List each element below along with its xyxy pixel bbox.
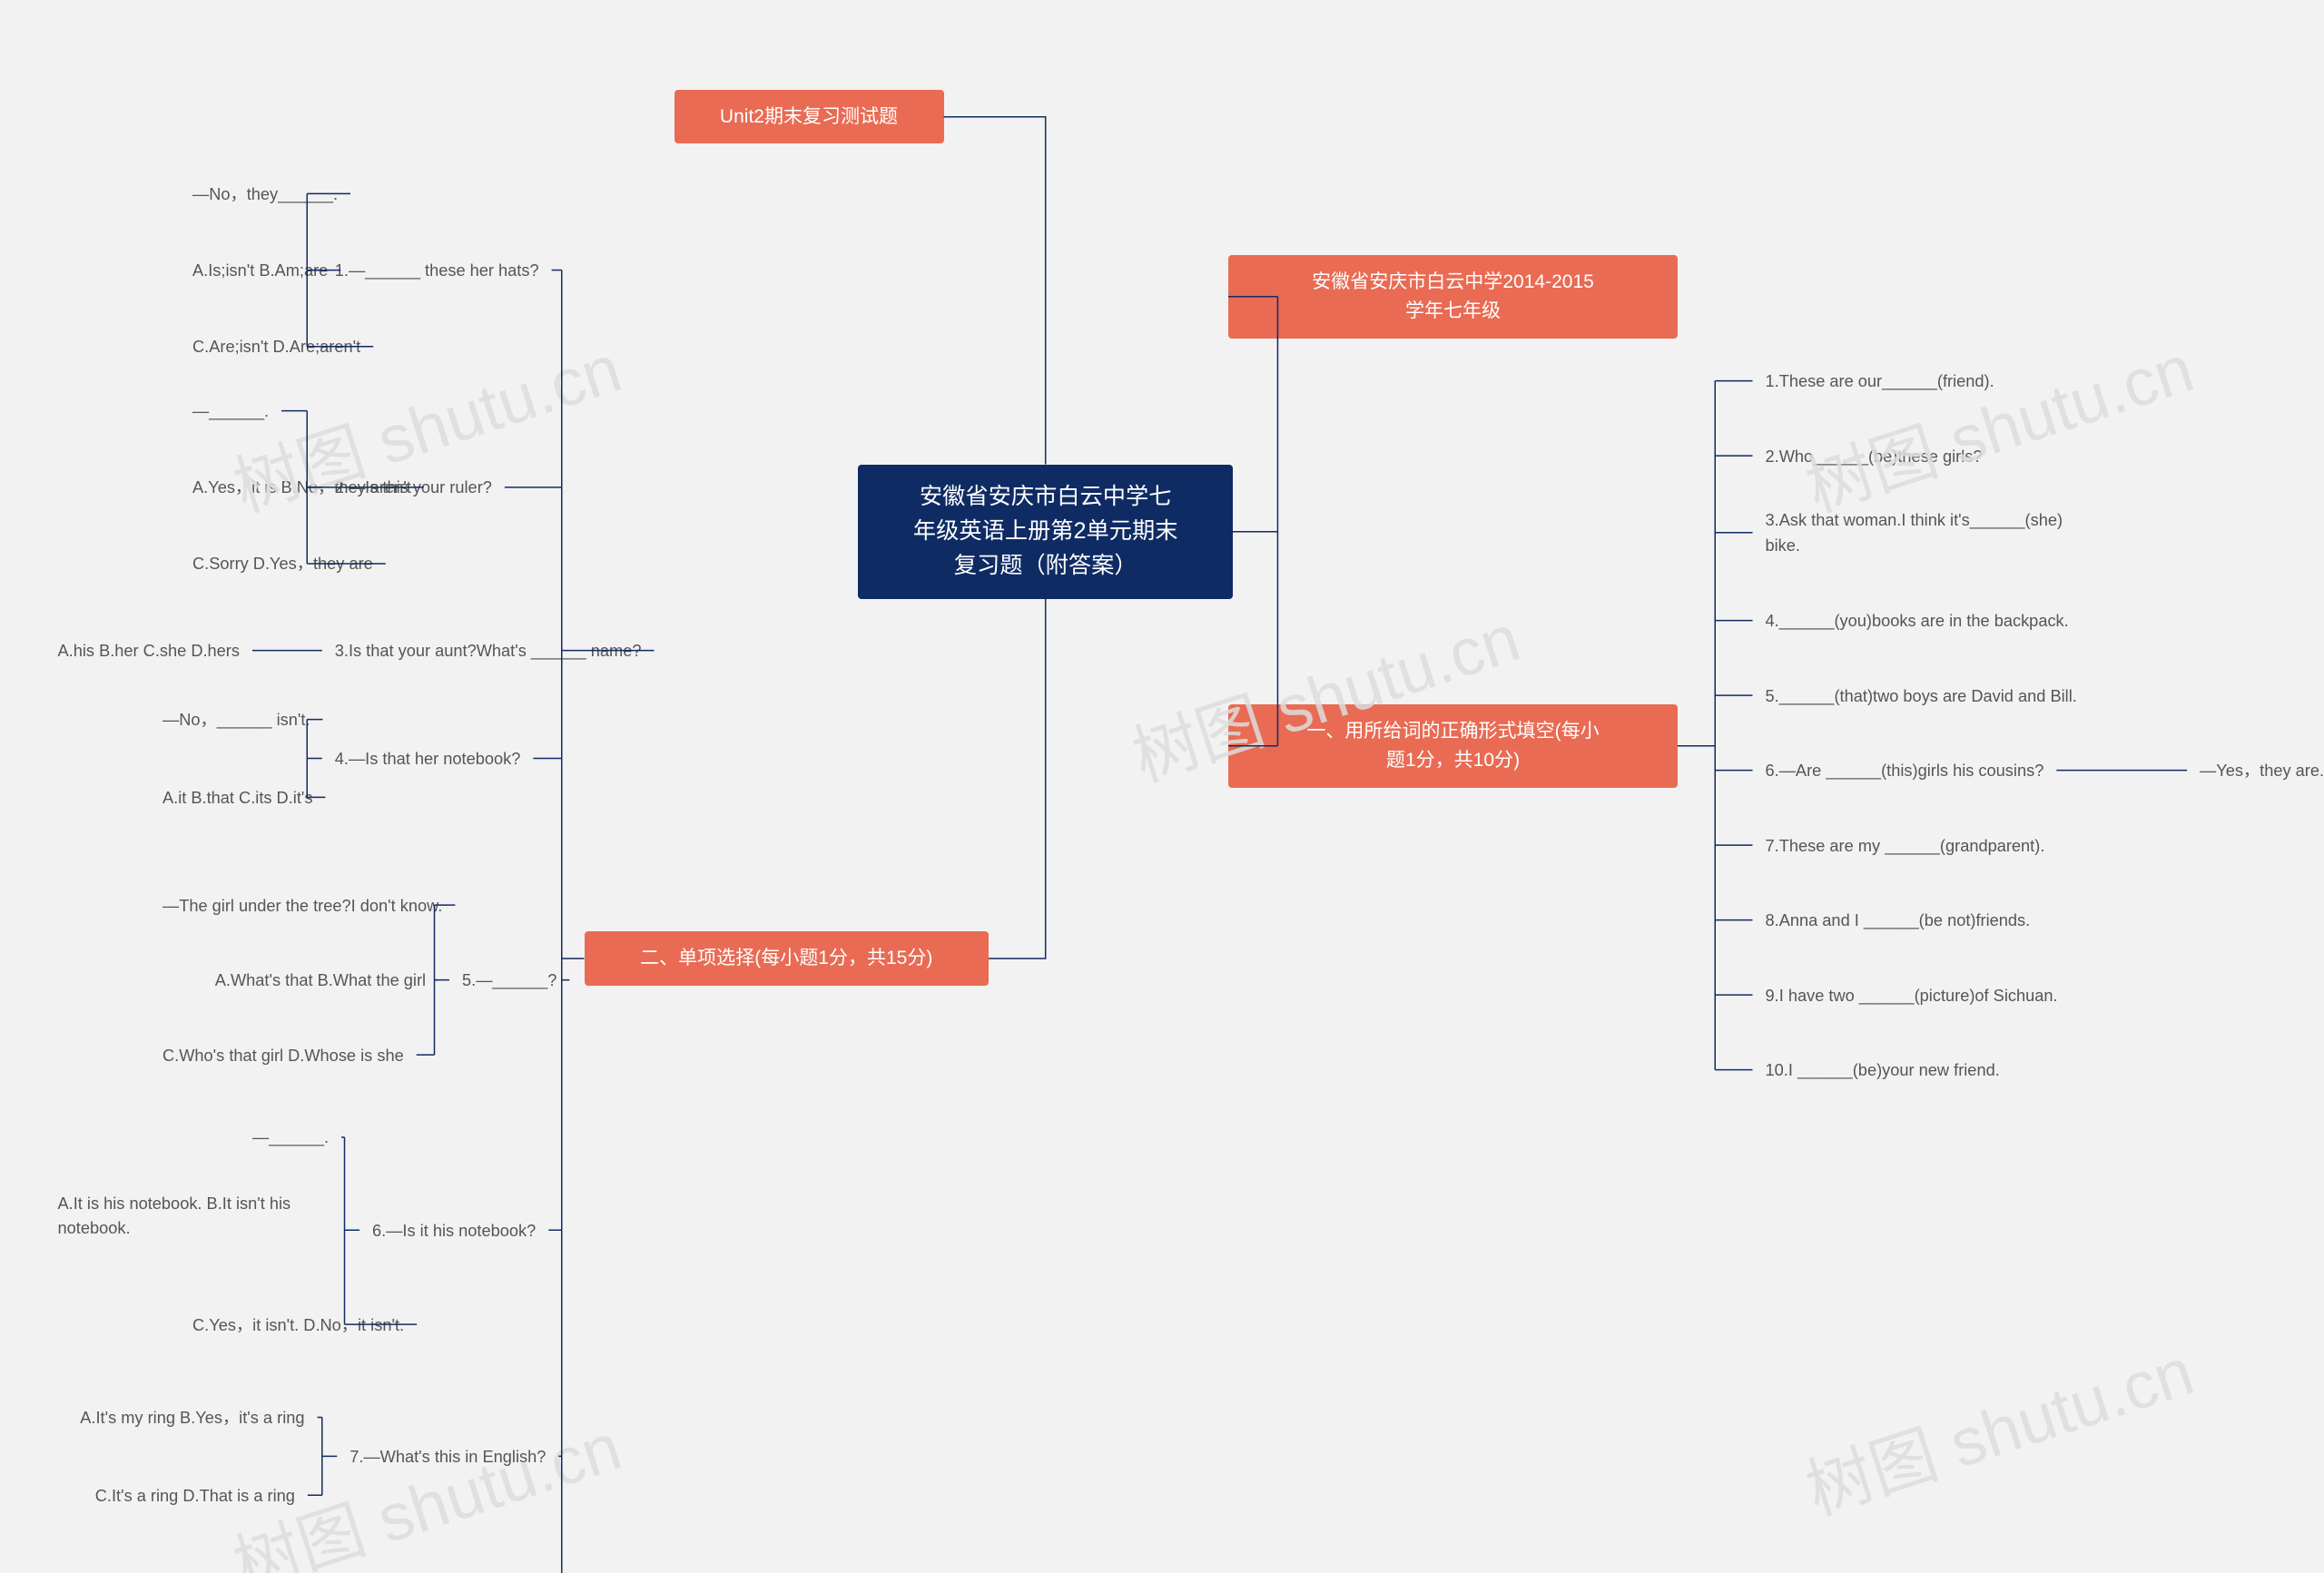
leaf-q2a: —______. <box>180 389 281 432</box>
leaf-r2: 2.Who______(be)these girls? <box>1753 435 1995 477</box>
leaf-q2c: C.Sorry D.Yes，they are <box>180 542 386 585</box>
branch-ora_top: Unit2期末复习测试题 <box>675 90 944 143</box>
leaf-r1: 1.These are our______(friend). <box>1753 359 2007 402</box>
leaf-r6b: —Yes，they are. <box>2187 749 2324 791</box>
leaf-r4: 4.______(you)books are in the backpack. <box>1753 599 2082 642</box>
watermark: 树图 shutu.cn <box>1792 1318 2203 1533</box>
leaf-r9: 9.I have two ______(picture)of Sichuan. <box>1753 974 2071 1017</box>
leaf-q1: 1.—______ these her hats? <box>322 249 552 291</box>
leaf-r8: 8.Anna and I ______(be not)friends. <box>1753 899 2043 941</box>
leaf-q6a: —______. <box>240 1116 341 1158</box>
leaf-q4a: —No，______ isn't. <box>150 698 322 741</box>
leaf-q6c: C.Yes，it isn't. D.No，it isn't. <box>180 1303 417 1346</box>
leaf-q7b: C.It's a ring D.That is a ring <box>83 1474 308 1517</box>
leaf-q3: 3.Is that your aunt?What's ______ name? <box>322 629 655 672</box>
leaf-q3a: A.his B.her C.she D.hers <box>45 629 253 672</box>
leaf-r6: 6.—Are ______(this)girls his cousins? <box>1753 749 2057 791</box>
leaf-r3: 3.Ask that woman.I think it's______(she)… <box>1753 498 2202 566</box>
leaf-r7: 7.These are my ______(grandparent). <box>1753 824 2058 867</box>
leaf-q4: 4.—Is that her notebook? <box>322 737 534 780</box>
leaf-q1c: C.Are;isn't D.Are;aren't <box>180 325 373 368</box>
leaf-q7a: A.It's my ring B.Yes，it's a ring <box>67 1396 317 1439</box>
leaf-q5c: C.Who's that girl D.Whose is she <box>150 1034 417 1077</box>
leaf-q5a: —The girl under the tree?I don't know. <box>150 884 455 927</box>
leaf-q6: 6.—Is it his notebook? <box>359 1209 548 1252</box>
leaf-q1a: —No，they______. <box>180 172 350 215</box>
leaf-q4b: A.it B.that C.its D.it's <box>150 776 325 819</box>
leaf-q1b: A.Is;isn't B.Am;are <box>180 249 340 291</box>
branch-ora_left: 二、单项选择(每小题1分，共15分) <box>585 931 990 985</box>
leaf-q2b: A.Yes，it is B.No，they aren't <box>180 466 424 508</box>
leaf-q7: 7.—What's this in English? <box>337 1435 558 1478</box>
leaf-q5: 5.—______? <box>449 959 569 1001</box>
leaf-r10: 10.I ______(be)your new friend. <box>1753 1048 2013 1091</box>
leaf-r5: 5.______(that)two boys are David and Bil… <box>1753 674 2090 717</box>
center-node: 安徽省安庆市白云中学七 年级英语上册第2单元期末 复习题（附答案） <box>858 465 1233 600</box>
branch-ora_right2: 一、用所给词的正确形式填空(每小 题1分，共10分) <box>1228 704 1678 788</box>
leaf-q6b: A.It is his notebook. B.It isn't his not… <box>45 1182 345 1250</box>
leaf-q5b: A.What's that B.What the girl <box>202 959 438 1001</box>
branch-ora_right1: 安徽省安庆市白云中学2014-2015 学年七年级 <box>1228 255 1678 339</box>
